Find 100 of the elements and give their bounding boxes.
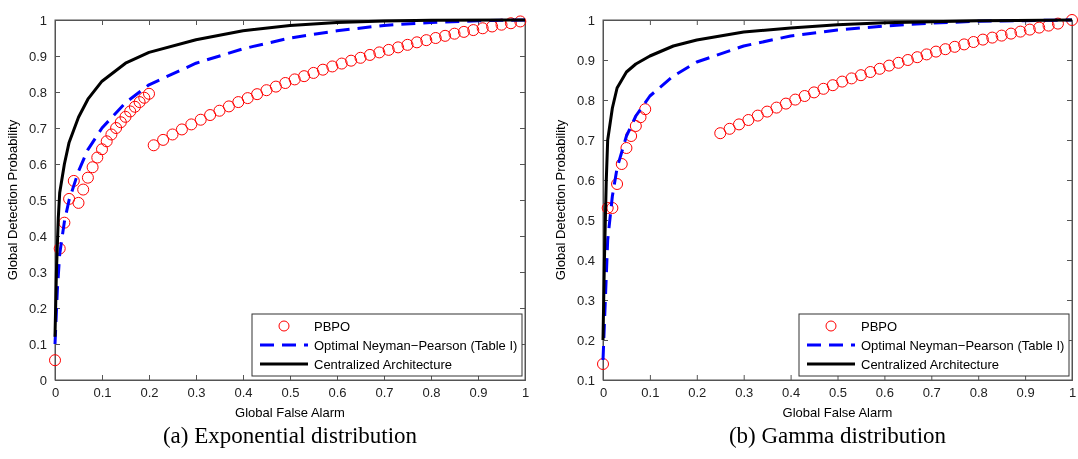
y-tick-label: 0.9 [576, 52, 595, 68]
y-tick-label: 0 [39, 372, 47, 388]
point [620, 142, 633, 154]
point [723, 122, 736, 135]
y-tick-label: 0.9 [28, 48, 47, 64]
y-tick-label: 0.8 [576, 92, 595, 108]
point [770, 101, 783, 114]
point [789, 93, 802, 106]
legend-label: Optimal Neyman−Pearson (Table I) [861, 338, 1065, 353]
y-axis-title: Global Detection Probability [553, 119, 568, 281]
point [864, 66, 877, 78]
x-tick-label: 0.1 [641, 385, 660, 401]
point [733, 118, 746, 131]
point [1051, 17, 1064, 30]
x-tick-label: 0 [51, 385, 60, 401]
x-tick-label: 0.8 [422, 385, 441, 401]
x-tick-label: 0.3 [735, 385, 754, 401]
x-tick-label: 0.2 [140, 385, 159, 401]
y-tick-label: 0.7 [576, 132, 595, 148]
y-tick-label: 0.3 [576, 292, 595, 308]
point [714, 127, 727, 140]
point [606, 202, 619, 214]
x-tick-label: 0.5 [281, 385, 300, 401]
point [976, 33, 989, 46]
legend-label: Centralized Architecture [861, 357, 1000, 372]
y-tick-label: 1 [587, 12, 595, 28]
point [986, 31, 999, 44]
x-tick-label: 0.6 [875, 385, 894, 401]
point [761, 105, 774, 118]
point [639, 103, 652, 116]
point [883, 59, 896, 72]
point [958, 38, 971, 51]
point [611, 178, 624, 190]
y-tick-label: 0.7 [28, 120, 47, 136]
x-axis-title: Global False Alarm [235, 405, 345, 420]
y-tick-label: 0.1 [576, 372, 595, 388]
y-tick-label: 0.2 [28, 300, 47, 316]
x-tick-label: 0.2 [688, 385, 707, 401]
point [948, 40, 961, 53]
point [911, 51, 924, 64]
point [779, 97, 792, 110]
point [798, 90, 811, 102]
point [854, 69, 867, 82]
x-tick-label: 0.9 [1016, 385, 1035, 401]
point [601, 202, 614, 214]
point [967, 36, 980, 48]
y-tick-label: 0.6 [576, 172, 595, 188]
legend-label: PBPO [861, 319, 898, 334]
point [742, 114, 755, 126]
y-tick-label: 0.6 [28, 156, 47, 172]
point [826, 79, 839, 92]
point [808, 86, 821, 99]
point [615, 158, 628, 170]
y-tick-label: 0.1 [28, 336, 47, 352]
point [751, 109, 764, 122]
x-tick-label: 1 [521, 385, 530, 401]
x-tick-label: 0.7 [375, 385, 394, 401]
point [892, 56, 905, 69]
point [995, 29, 1008, 42]
point [920, 48, 933, 61]
y-tick-label: 0.5 [576, 212, 595, 228]
legend-label: Optimal Neyman−Pearson (Table I) [314, 338, 518, 353]
x-tick-label: 0.4 [234, 385, 253, 401]
point [1023, 23, 1036, 36]
y-tick-label: 0.4 [28, 228, 47, 244]
y-tick-label: 0.5 [28, 192, 47, 208]
point [1066, 14, 1078, 26]
point [629, 120, 642, 132]
x-tick-label: 0.4 [782, 385, 801, 401]
point [836, 75, 849, 88]
point [873, 62, 886, 75]
x-tick-label: 1 [1068, 385, 1077, 401]
legend-label: Centralized Architecture [314, 357, 453, 372]
x-tick-label: 0.8 [969, 385, 988, 401]
x-tick-label: 0.3 [187, 385, 206, 401]
point [929, 45, 942, 58]
point [1014, 25, 1027, 38]
text: (b) Gamma distribution [728, 423, 947, 448]
y-tick-label: 0.4 [576, 252, 595, 268]
x-tick-label: 0.5 [828, 385, 848, 401]
x-tick-label: 0 [599, 385, 608, 401]
point [845, 72, 858, 85]
point [1033, 21, 1046, 34]
y-tick-label: 0.8 [28, 84, 47, 100]
y-tick-label: 0.2 [576, 332, 595, 348]
point [901, 54, 914, 66]
point [1005, 27, 1018, 40]
point [597, 358, 609, 370]
y-tick-label: 1 [39, 12, 47, 28]
legend-label: PBPO [314, 319, 351, 334]
y-tick-label: 0.3 [28, 264, 47, 280]
x-tick-label: 0.7 [922, 385, 941, 401]
text: (a) Exponential distribution [162, 423, 418, 448]
x-tick-label: 0.9 [469, 385, 488, 401]
x-axis-title: Global False Alarm [782, 405, 893, 420]
point [817, 82, 830, 95]
x-tick-label: 0.6 [328, 385, 347, 401]
point [939, 43, 952, 56]
y-axis-title: Global Detection Probability [5, 119, 20, 281]
x-tick-label: 0.1 [93, 385, 112, 401]
